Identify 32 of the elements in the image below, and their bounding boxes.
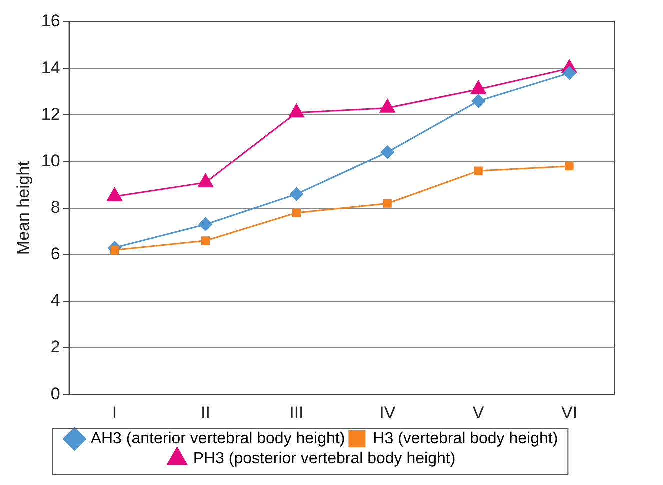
point bbox=[383, 199, 392, 208]
y-tick-label: 10 bbox=[41, 151, 60, 170]
y-tick-label: 14 bbox=[41, 58, 60, 78]
y-tick-label: 2 bbox=[50, 338, 60, 357]
y-tick-label: 6 bbox=[50, 244, 60, 264]
x-tick-label: V bbox=[472, 403, 485, 422]
legend-label: PH3 (posterior vertebral body height) bbox=[193, 450, 456, 468]
point bbox=[289, 104, 304, 118]
legend-label: AH3 (anterior vertebral body height) bbox=[90, 430, 346, 448]
y-tick-label: 8 bbox=[50, 198, 60, 217]
y-tick-label: 0 bbox=[50, 384, 60, 404]
x-tick-label: I bbox=[112, 403, 118, 422]
point bbox=[380, 146, 394, 160]
point bbox=[472, 94, 486, 108]
point bbox=[292, 208, 301, 218]
point bbox=[470, 80, 486, 94]
x-tick-label: IV bbox=[380, 403, 396, 422]
point bbox=[474, 166, 483, 176]
point bbox=[201, 236, 210, 246]
x-tick-label: III bbox=[290, 403, 304, 422]
point bbox=[565, 162, 574, 171]
legend-label: H3 (vertebral body height) bbox=[373, 430, 558, 448]
point bbox=[562, 66, 576, 80]
point bbox=[198, 218, 212, 232]
x-tick-label: VI bbox=[561, 403, 578, 422]
y-axis-title: Mean height bbox=[14, 161, 33, 256]
y-tick-label: 16 bbox=[41, 12, 60, 31]
point bbox=[290, 188, 304, 202]
point bbox=[380, 99, 396, 113]
x-tick-label: II bbox=[201, 403, 210, 422]
y-tick-label: 4 bbox=[50, 291, 60, 310]
y-tick-label: 12 bbox=[41, 104, 60, 124]
